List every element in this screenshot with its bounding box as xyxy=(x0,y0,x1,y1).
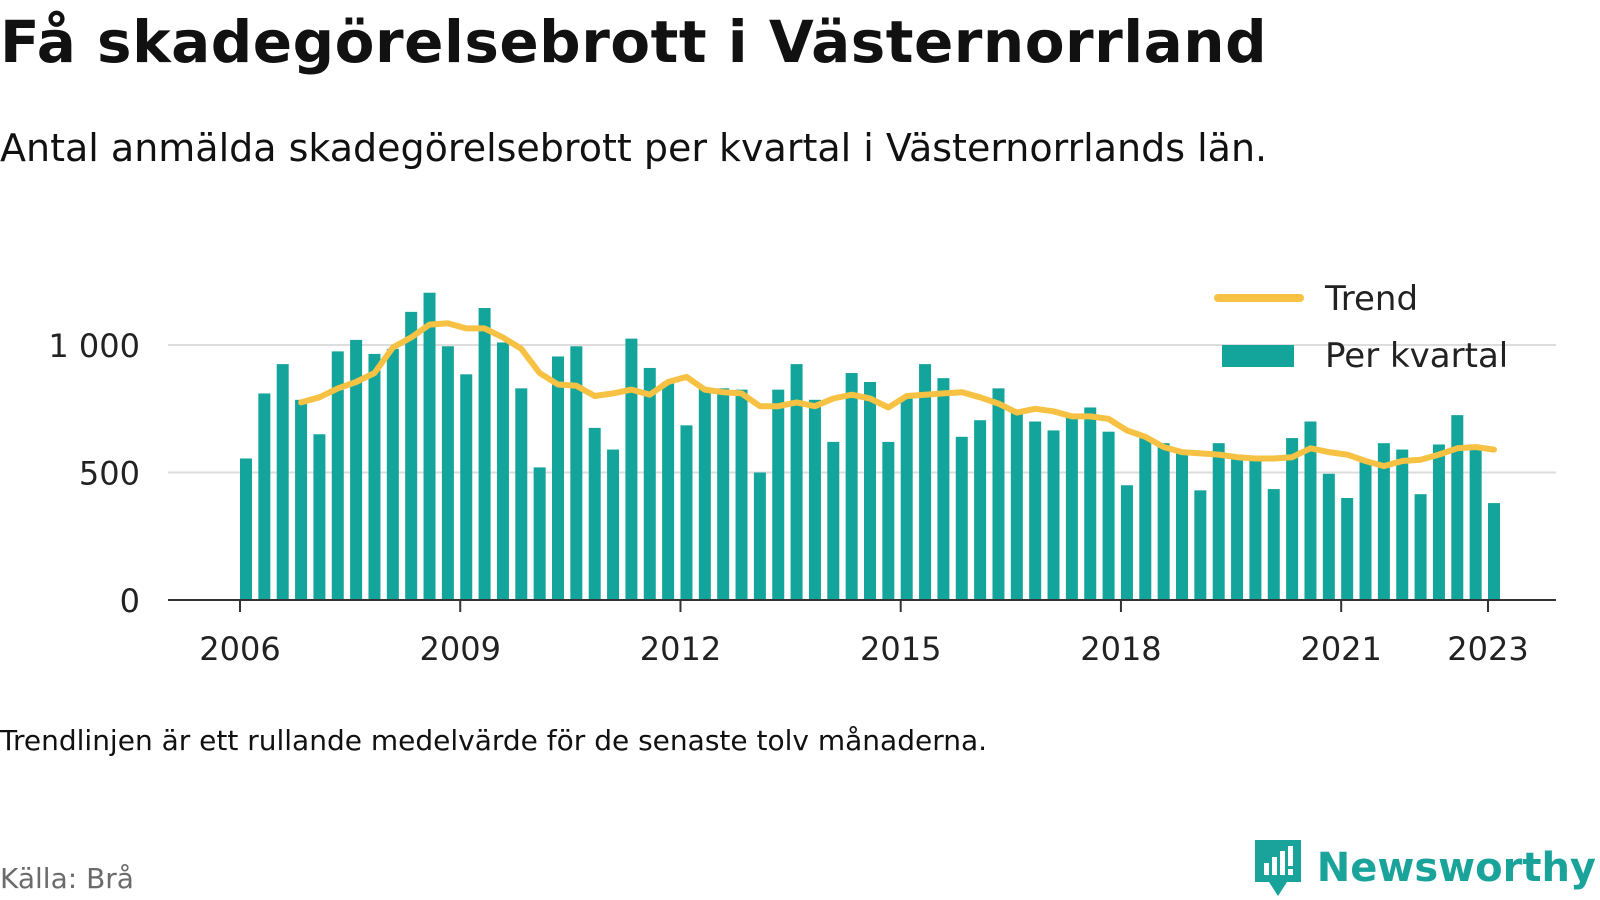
y-tick-label: 0 xyxy=(120,582,140,620)
bar-per-kvartal xyxy=(1249,455,1262,600)
bar-per-kvartal xyxy=(478,308,491,600)
newsworthy-logo-icon xyxy=(1254,840,1301,896)
legend-label-per-kvartal: Per kvartal xyxy=(1325,336,1508,376)
bar-per-kvartal xyxy=(1176,452,1188,600)
bar-per-kvartal xyxy=(827,441,840,600)
bar-per-kvartal xyxy=(1010,412,1023,600)
bar-per-kvartal xyxy=(496,342,509,600)
bar-per-kvartal xyxy=(295,399,308,600)
bar-per-kvartal xyxy=(386,348,399,600)
bar-per-kvartal xyxy=(331,351,344,600)
bar-per-kvartal xyxy=(1267,489,1280,600)
bar-per-kvartal xyxy=(276,364,289,600)
x-tick-label: 2021 xyxy=(1300,630,1381,668)
bar-per-kvartal xyxy=(1488,503,1500,600)
bar-per-kvartal xyxy=(919,364,932,600)
bar-per-kvartal xyxy=(1157,443,1170,600)
bar-per-kvartal xyxy=(717,388,730,600)
bar-per-kvartal xyxy=(460,374,473,600)
bar-per-kvartal xyxy=(405,311,418,600)
bar-per-kvartal xyxy=(625,338,638,600)
x-tick-label: 2012 xyxy=(640,630,721,668)
chart: 2006 2009 2012 2015 2018 2021 2023 0 500 1 000 T… xyxy=(48,279,1556,668)
x-tick-label: 2023 xyxy=(1447,630,1528,668)
bar-per-kvartal xyxy=(1396,449,1409,600)
bar-per-kvartal xyxy=(680,425,693,600)
bar-per-kvartal xyxy=(992,388,1005,600)
bar-per-kvartal xyxy=(882,441,895,600)
x-tick-label: 2006 xyxy=(199,630,280,668)
bar-per-kvartal xyxy=(937,378,950,600)
bar-per-kvartal xyxy=(1432,444,1445,600)
bar-per-kvartal xyxy=(588,427,601,600)
bar-per-kvartal xyxy=(1065,416,1078,600)
bar-per-kvartal xyxy=(515,388,528,600)
bar-per-kvartal xyxy=(1194,490,1207,600)
bar-per-kvartal xyxy=(1139,438,1152,600)
bar-per-kvartal xyxy=(1029,421,1042,600)
bar-per-kvartal xyxy=(790,364,803,600)
brand-logo: Newsworthy xyxy=(1251,838,1596,898)
bar-per-kvartal xyxy=(955,436,968,600)
bar-per-kvartal xyxy=(864,381,876,600)
bar-per-kvartal xyxy=(1359,459,1372,600)
bars xyxy=(240,292,1500,600)
bar-per-kvartal xyxy=(1377,443,1390,600)
bar-per-kvartal xyxy=(607,449,620,600)
bar-per-kvartal xyxy=(808,399,821,600)
bar-per-kvartal xyxy=(313,434,326,600)
bar-per-kvartal xyxy=(1231,454,1244,600)
bar-per-kvartal xyxy=(1451,415,1464,600)
bar-per-kvartal xyxy=(368,353,381,600)
bar-per-kvartal xyxy=(441,346,454,600)
bar-per-kvartal xyxy=(1341,498,1354,600)
bar-per-kvartal xyxy=(240,458,252,600)
bar-per-kvartal xyxy=(753,472,766,600)
bar-per-kvartal xyxy=(350,339,363,600)
legend-swatch-per-kvartal xyxy=(1222,345,1294,367)
footnote: Trendlinjen är ett rullande medelvärde f… xyxy=(0,724,988,757)
bar-per-kvartal xyxy=(900,398,913,600)
bar-per-kvartal xyxy=(974,420,987,600)
bar-per-kvartal xyxy=(1304,421,1317,600)
bar-per-kvartal xyxy=(845,373,858,600)
chart-title: Få skadegörelsebrott i Västernorrland xyxy=(0,8,1268,76)
bar-per-kvartal xyxy=(1084,407,1097,600)
bar-per-kvartal xyxy=(772,389,785,600)
y-tick-label: 1 000 xyxy=(48,327,140,365)
bar-per-kvartal xyxy=(1212,443,1225,600)
bar-per-kvartal xyxy=(643,367,656,600)
bar-per-kvartal xyxy=(1102,431,1115,600)
x-tick-label: 2018 xyxy=(1080,630,1161,668)
bar-per-kvartal xyxy=(698,388,711,600)
legend: Trend Per kvartal xyxy=(1214,279,1508,376)
trend-line xyxy=(298,320,1497,470)
source-label: Källa: Brå xyxy=(0,862,134,895)
bar-per-kvartal xyxy=(1120,485,1133,600)
chart-subtitle: Antal anmälda skadegörelsebrott per kvar… xyxy=(0,126,1268,170)
bar-per-kvartal xyxy=(1286,438,1299,600)
bar-per-kvartal xyxy=(533,467,546,600)
bar-per-kvartal xyxy=(423,292,436,600)
brand-name: Newsworthy xyxy=(1316,845,1596,891)
bar-per-kvartal xyxy=(258,393,271,600)
bar-per-kvartal xyxy=(735,389,748,600)
bar-per-kvartal xyxy=(1469,448,1482,600)
y-tick-label: 500 xyxy=(79,455,140,493)
y-axis-ticks: 0 500 1 000 xyxy=(48,327,140,620)
bar-per-kvartal xyxy=(570,346,583,600)
bar-per-kvartal xyxy=(662,381,675,600)
x-tick-label: 2009 xyxy=(420,630,501,668)
legend-label-trend: Trend xyxy=(1324,279,1418,319)
x-axis-ticks: 2006 2009 2012 2015 2018 2021 2023 xyxy=(199,600,1529,668)
bar-per-kvartal xyxy=(552,356,564,600)
bar-per-kvartal xyxy=(1414,494,1427,600)
bar-per-kvartal xyxy=(1322,473,1335,600)
bar-per-kvartal xyxy=(1047,430,1060,600)
x-tick-label: 2015 xyxy=(860,630,941,668)
